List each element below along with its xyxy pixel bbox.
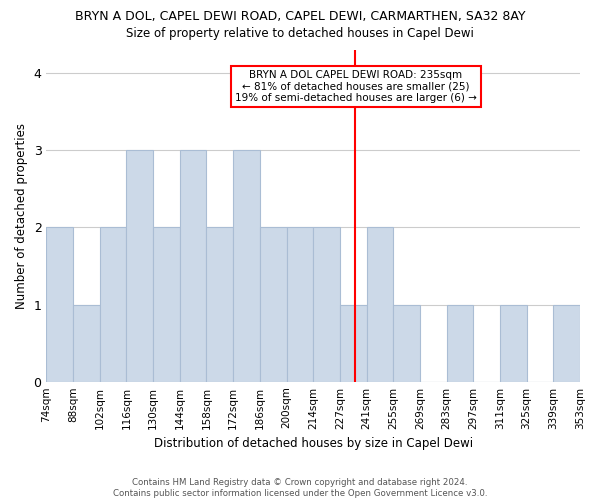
Y-axis label: Number of detached properties: Number of detached properties [15, 123, 28, 309]
Bar [446, 304, 473, 382]
Bar [260, 228, 287, 382]
Bar [233, 150, 260, 382]
X-axis label: Distribution of detached houses by size in Capel Dewi: Distribution of detached houses by size … [154, 437, 473, 450]
Bar [127, 150, 153, 382]
Bar [153, 228, 180, 382]
Bar [206, 228, 233, 382]
Bar [46, 228, 73, 382]
Bar [393, 304, 420, 382]
Text: BRYN A DOL, CAPEL DEWI ROAD, CAPEL DEWI, CARMARTHEN, SA32 8AY: BRYN A DOL, CAPEL DEWI ROAD, CAPEL DEWI,… [75, 10, 525, 23]
Bar [73, 304, 100, 382]
Text: Contains HM Land Registry data © Crown copyright and database right 2024.
Contai: Contains HM Land Registry data © Crown c… [113, 478, 487, 498]
Bar [287, 228, 313, 382]
Text: Size of property relative to detached houses in Capel Dewi: Size of property relative to detached ho… [126, 28, 474, 40]
Bar [100, 228, 127, 382]
Bar [553, 304, 580, 382]
Bar [340, 304, 367, 382]
Bar [313, 228, 340, 382]
Bar [180, 150, 206, 382]
Bar [500, 304, 527, 382]
Bar [367, 228, 393, 382]
Text: BRYN A DOL CAPEL DEWI ROAD: 235sqm
← 81% of detached houses are smaller (25)
19%: BRYN A DOL CAPEL DEWI ROAD: 235sqm ← 81%… [235, 70, 477, 103]
